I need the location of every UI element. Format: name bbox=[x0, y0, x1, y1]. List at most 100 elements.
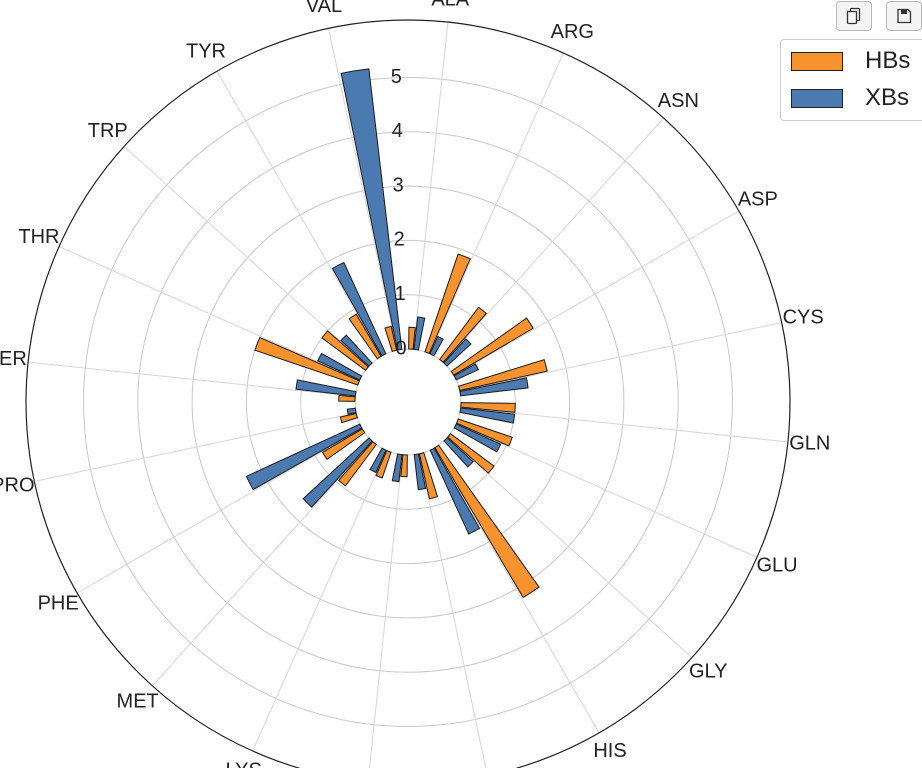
bar-xbs-leu bbox=[391, 453, 403, 483]
bar-hbs-asp bbox=[450, 317, 534, 376]
grid-spoke bbox=[152, 441, 373, 687]
grid-spoke bbox=[58, 246, 360, 381]
bar-xbs-cys bbox=[459, 377, 529, 397]
category-labels: ALA ARG ASN ASP CYS GLN GLU GLY HIS LYS MET PHE PRO S… bbox=[0, 0, 830, 768]
legend-item-xbs: XBs bbox=[791, 84, 910, 111]
grid-spoke bbox=[216, 70, 382, 357]
grid-spoke bbox=[123, 146, 369, 367]
legend-label-xbs: XBs bbox=[865, 84, 910, 111]
bar-hbs-ala bbox=[408, 326, 416, 350]
bar-xbs-phe bbox=[245, 423, 363, 491]
grid-spoke bbox=[460, 407, 788, 443]
copy-button[interactable] bbox=[836, 1, 872, 31]
grid-circle bbox=[83, 77, 733, 727]
category-label: GLY bbox=[689, 661, 728, 683]
bar-xbs-val bbox=[340, 68, 403, 351]
bar-hbs-tyr bbox=[348, 313, 382, 360]
bar-xbs-asp bbox=[453, 363, 480, 381]
legend-swatch-xbs bbox=[791, 88, 843, 108]
bar-hbs-asn bbox=[438, 306, 488, 364]
radial-tick-label: 2 bbox=[394, 229, 405, 251]
save-button[interactable] bbox=[886, 1, 922, 31]
bar-xbs-trp bbox=[340, 334, 373, 367]
bar-xbs-asn bbox=[443, 338, 472, 367]
radial-tick-label: 5 bbox=[391, 66, 402, 88]
radial-tick-label: 1 bbox=[395, 283, 406, 305]
bar-xbs-ile bbox=[413, 453, 427, 491]
category-label: PHE bbox=[38, 592, 79, 614]
grid-spoke bbox=[369, 454, 403, 768]
bar-hbs-val bbox=[384, 325, 398, 353]
grid-spoke bbox=[434, 447, 600, 734]
legend-swatch-hbs bbox=[791, 51, 843, 71]
category-label: TRP bbox=[88, 120, 128, 142]
bar-hbs-his bbox=[434, 444, 540, 599]
bar-hbs-thr bbox=[254, 336, 361, 386]
bar-hbs-trp bbox=[321, 330, 370, 372]
bar-xbs-his bbox=[429, 447, 481, 535]
bar-hbs-leu bbox=[400, 454, 408, 478]
bar-hbs-gln bbox=[460, 402, 516, 413]
category-label: ARG bbox=[551, 21, 594, 43]
grid-spoke bbox=[28, 361, 356, 397]
category-label: VAL bbox=[306, 0, 342, 17]
radial-tick-label: 4 bbox=[392, 120, 403, 142]
radial-tick-labels: 0 1 2 3 4 5 bbox=[391, 66, 407, 359]
grid-spoke bbox=[453, 210, 740, 376]
category-label: TYR bbox=[186, 40, 226, 62]
bar-hbs-arg bbox=[424, 253, 471, 355]
category-label: ASP bbox=[738, 188, 778, 210]
bar-hbs-ile bbox=[418, 451, 439, 500]
copy-icon bbox=[846, 7, 861, 25]
category-label: PRO bbox=[0, 474, 35, 496]
bars bbox=[245, 68, 548, 599]
polar-frame bbox=[25, 19, 791, 768]
grid-spoke bbox=[459, 322, 782, 392]
bar-xbs-thr bbox=[317, 352, 363, 381]
grid-spoke bbox=[328, 28, 398, 351]
category-label: ASN bbox=[658, 90, 699, 112]
category-label: ALA bbox=[431, 0, 469, 10]
category-label: GLN bbox=[789, 433, 830, 455]
bar-hbs-phe bbox=[321, 428, 366, 460]
bar-xbs-arg bbox=[429, 335, 444, 357]
bar-xbs-met bbox=[302, 437, 373, 508]
grid-spoke bbox=[443, 117, 664, 363]
grid-spoke bbox=[76, 428, 363, 594]
grid-spoke bbox=[447, 437, 693, 658]
category-label: CYS bbox=[783, 306, 824, 328]
bar-hbs-met bbox=[337, 440, 378, 487]
grid-spoke bbox=[413, 22, 449, 350]
grid-circle bbox=[137, 131, 679, 673]
bar-xbs-ala bbox=[413, 316, 426, 351]
grid-spoke bbox=[418, 453, 487, 768]
bar-hbs-gly bbox=[446, 432, 495, 474]
category-label: SER bbox=[0, 348, 27, 370]
bar-xbs-gly bbox=[443, 437, 474, 468]
bar-hbs-cys bbox=[457, 358, 548, 392]
bar-hbs-pro bbox=[339, 412, 359, 424]
category-label: MET bbox=[117, 691, 159, 713]
category-label: HIS bbox=[593, 740, 626, 762]
grid-circle bbox=[300, 294, 516, 510]
radial-tick-label: 3 bbox=[393, 174, 404, 196]
grid-spoke bbox=[456, 423, 758, 558]
category-label: GLU bbox=[757, 555, 798, 577]
save-icon bbox=[897, 8, 912, 24]
grid-spoke bbox=[252, 450, 387, 752]
bar-xbs-ser bbox=[295, 379, 357, 397]
grid-spoke bbox=[429, 52, 564, 354]
legend-item-hbs: HBs bbox=[791, 47, 911, 74]
grid-circle bbox=[354, 348, 462, 456]
bar-xbs-pro bbox=[346, 407, 357, 415]
bar-hbs-lys bbox=[375, 449, 392, 479]
polar-grid bbox=[25, 19, 791, 768]
category-label: LYS bbox=[226, 759, 262, 768]
bar-xbs-tyr bbox=[331, 261, 387, 357]
grid-circle bbox=[191, 185, 625, 619]
bar-hbs-ser bbox=[338, 394, 356, 402]
legend-label-hbs: HBs bbox=[865, 47, 911, 74]
grid-circle bbox=[245, 239, 571, 565]
radial-tick-label: 0 bbox=[396, 337, 407, 359]
